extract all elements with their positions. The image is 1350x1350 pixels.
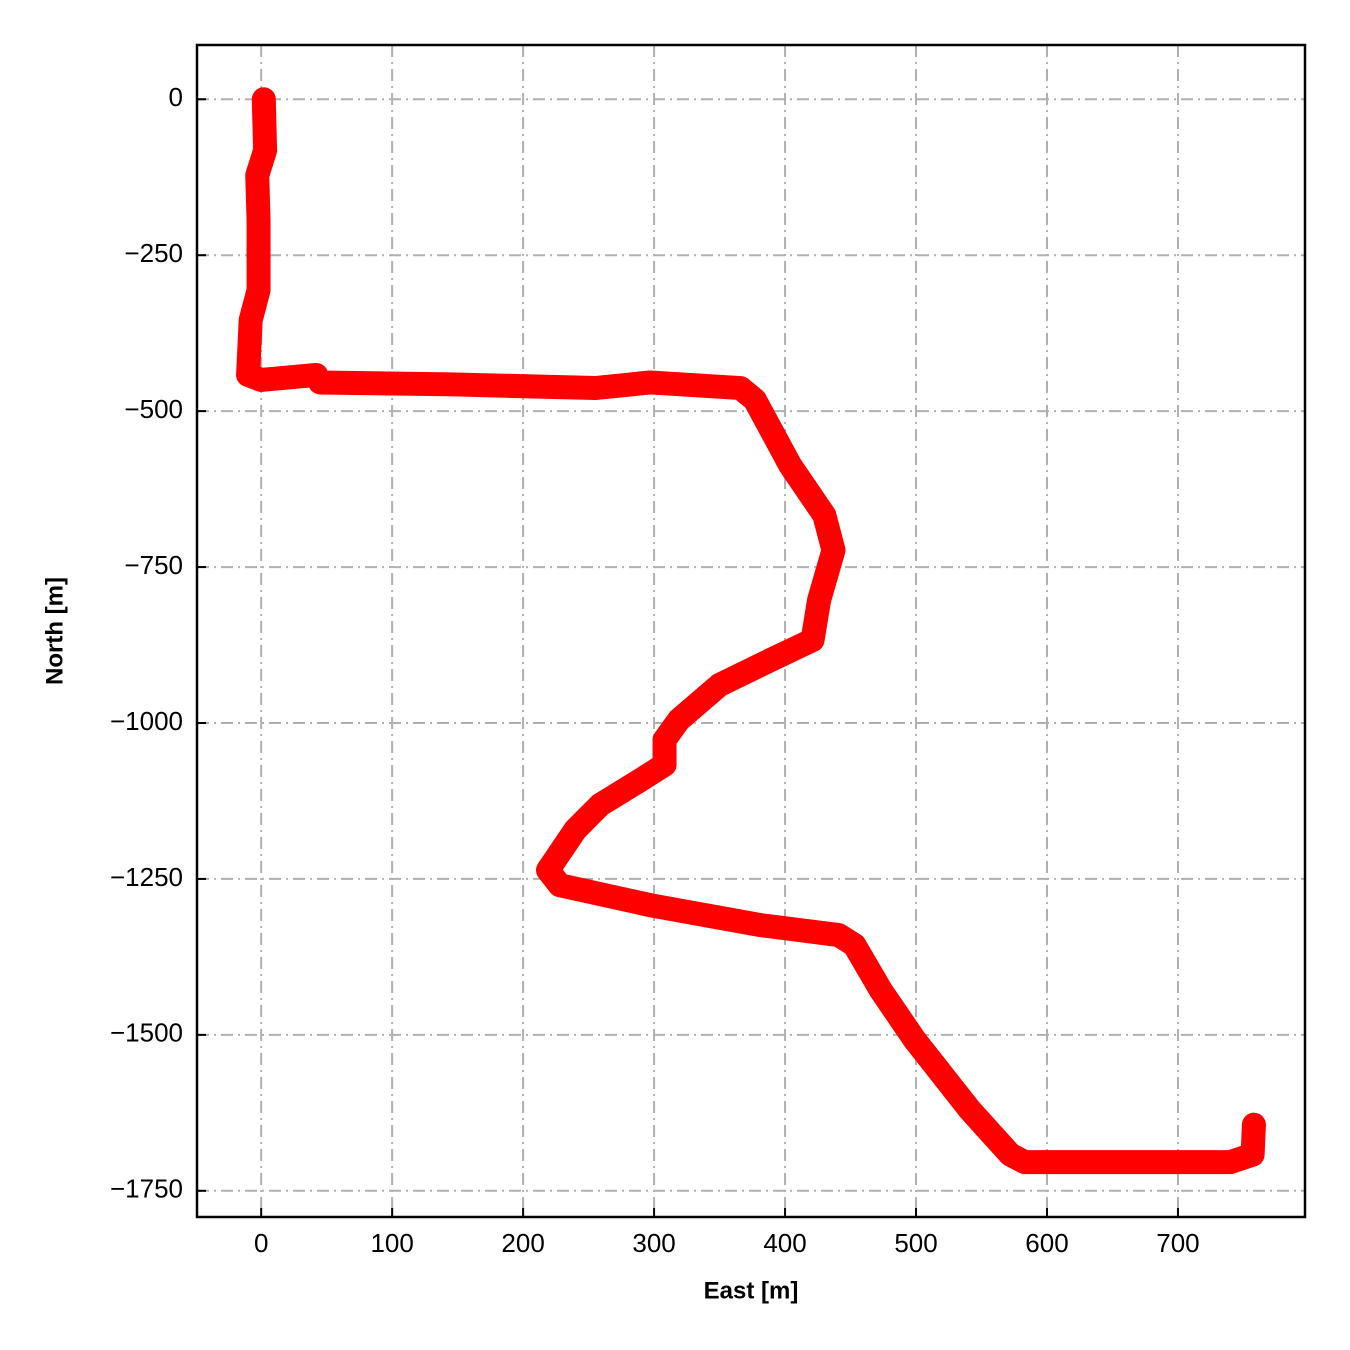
x-tick-label: 0 [254,1228,268,1258]
trajectory [236,87,1266,1175]
y-tick-label: −500 [124,394,183,424]
y-tick-label: 0 [169,82,183,112]
y-tick-label: −1500 [110,1018,183,1048]
y-tick-label: −1750 [110,1174,183,1204]
y-axis-label: North [m] [41,577,68,685]
x-tick-label: 100 [370,1228,413,1258]
y-tick-label: −750 [124,550,183,580]
y-tick-label: −250 [124,238,183,268]
x-tick-label: 500 [894,1228,937,1258]
x-tick-label: 300 [632,1228,675,1258]
x-tick-label: 600 [1025,1228,1068,1258]
x-tick-label: 700 [1156,1228,1199,1258]
y-tick-label: −1000 [110,706,183,736]
x-tick-label: 400 [763,1228,806,1258]
y-tick-label: −1250 [110,862,183,892]
plot-frame [195,43,1307,1219]
x-tick-label: 200 [501,1228,544,1258]
x-axis-label: East [m] [704,1277,799,1304]
